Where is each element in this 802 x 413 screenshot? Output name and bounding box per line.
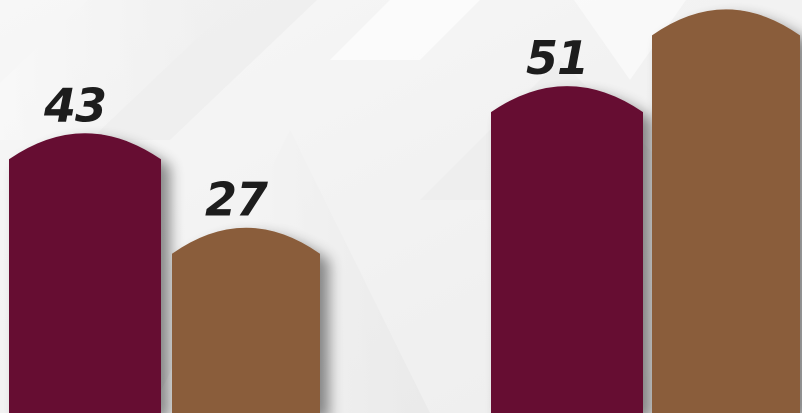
value-label-group1-series2: 27 <box>205 173 268 227</box>
labels-layer: 43 27 51 64 <box>43 0 748 227</box>
bar-group1-series1 <box>9 133 161 413</box>
bar-group2-series2 <box>652 9 800 413</box>
value-label-group2-series1: 51 <box>526 31 588 85</box>
bar-group2-series1 <box>491 86 643 413</box>
bar-group1-series2 <box>172 227 320 413</box>
bars-layer <box>9 9 800 413</box>
value-label-group2-series2: 64 <box>685 0 747 8</box>
value-label-group1-series1: 43 <box>43 78 106 132</box>
